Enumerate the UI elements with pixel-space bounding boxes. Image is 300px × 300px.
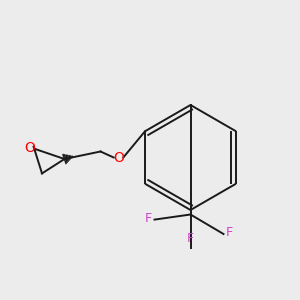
- Text: F: F: [145, 212, 152, 225]
- Text: O: O: [113, 151, 124, 164]
- Text: F: F: [187, 232, 194, 245]
- Text: O: O: [25, 141, 35, 154]
- Text: F: F: [226, 226, 233, 239]
